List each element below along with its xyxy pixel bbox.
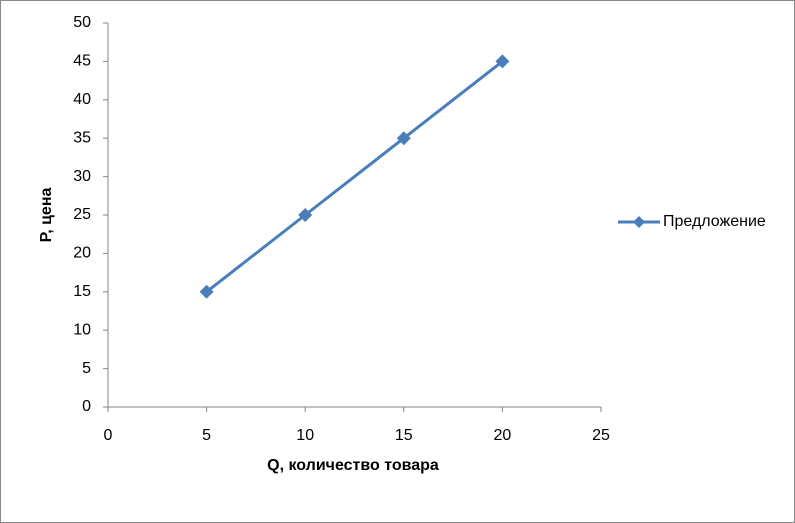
x-axis-title: Q, количество товара (267, 457, 439, 474)
y-tick-label: 25 (73, 206, 91, 223)
y-tick-label: 45 (73, 53, 91, 70)
y-tick-label: 20 (73, 245, 91, 262)
y-tick-label: 0 (82, 398, 91, 415)
y-tick-label: 50 (73, 14, 91, 31)
y-tick-label: 10 (73, 321, 91, 338)
x-tick-label: 0 (104, 427, 113, 444)
y-tick-label: 35 (73, 129, 91, 146)
series-line (205, 60, 504, 293)
x-tick-label: 25 (592, 427, 610, 444)
data-point (298, 208, 313, 222)
y-axis-title: P, цена (38, 188, 55, 243)
x-tick-label: 15 (395, 427, 413, 444)
y-tick-label: 30 (73, 168, 91, 185)
y-tick-label: 40 (73, 91, 91, 108)
x-tick-label: 20 (494, 427, 512, 444)
data-point (396, 131, 411, 146)
x-tick-label: 5 (202, 427, 211, 444)
legend-marker (633, 216, 645, 228)
y-tick-label: 15 (73, 283, 91, 300)
legend-label: Предложение (663, 213, 766, 230)
data-point (199, 284, 214, 299)
x-tick-label: 10 (296, 427, 314, 444)
data-point (495, 54, 510, 69)
y-tick-label: 5 (82, 360, 91, 377)
